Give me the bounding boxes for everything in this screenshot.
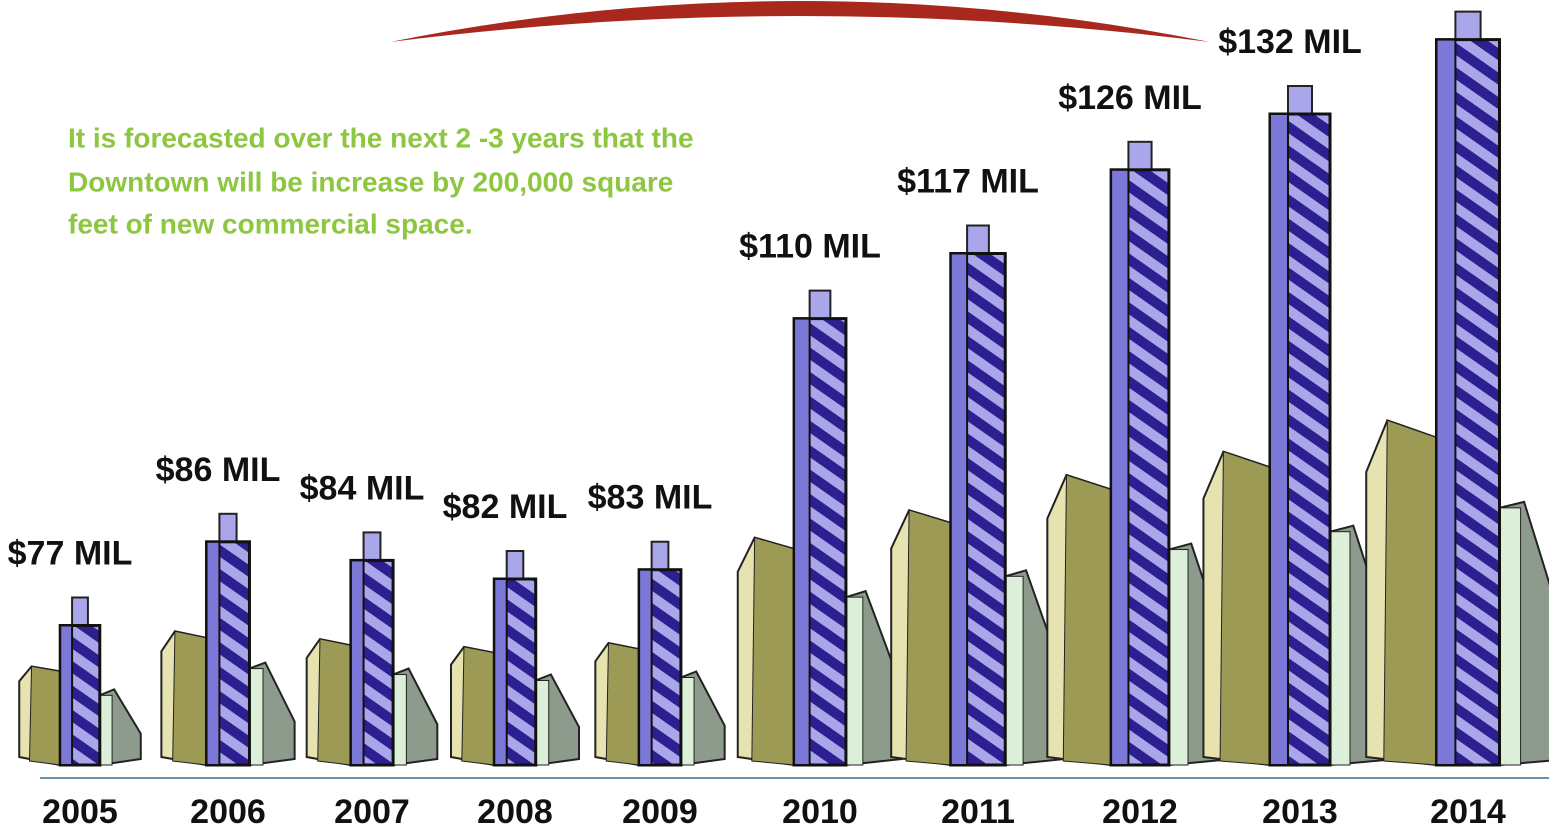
right-building-front: [680, 677, 695, 766]
value-label: $82 MIL: [443, 488, 568, 526]
right-building-front: [99, 694, 113, 766]
value-label: $110 MIL: [739, 228, 881, 266]
tower-side: [59, 624, 74, 766]
right-building-front: [845, 596, 864, 766]
year-label: 2012: [1102, 793, 1178, 831]
left-building-side: [461, 646, 495, 766]
right-building-front: [1004, 575, 1024, 766]
tower-spire: [1454, 10, 1482, 43]
tower-side: [493, 578, 508, 766]
year-label: 2007: [334, 793, 410, 831]
left-building-side: [751, 536, 795, 766]
left-building-side: [1062, 474, 1112, 766]
tower-side: [349, 559, 365, 767]
tower-side: [949, 252, 969, 766]
tower-side: [793, 317, 811, 766]
annotation: feet of new commercial space.: [68, 208, 473, 239]
year-label: 2008: [477, 793, 553, 831]
tower-spire: [650, 540, 670, 573]
tower-spire: [1286, 85, 1314, 117]
left-building-side: [605, 642, 640, 766]
year-label: 2011: [941, 793, 1015, 831]
year-label: 2006: [190, 793, 266, 831]
left-building-side: [905, 509, 952, 766]
year-label: 2013: [1262, 793, 1338, 831]
value-label: $84 MIL: [300, 469, 425, 507]
year-label: 2005: [42, 793, 118, 831]
tower-side: [205, 540, 221, 766]
value-label: $77 MIL: [8, 534, 133, 572]
year-label: 2014: [1430, 793, 1506, 831]
value-label: $117 MIL: [897, 162, 1039, 200]
tower-spire: [71, 596, 89, 629]
tower-side: [1435, 38, 1457, 767]
right-building-front: [1499, 507, 1522, 766]
year-label: 2009: [622, 793, 698, 831]
tower-spire: [505, 550, 525, 582]
tower-spire: [966, 224, 990, 257]
left-building-side: [28, 665, 61, 766]
right-building-front: [248, 668, 264, 766]
left-building-side: [1219, 450, 1271, 766]
annotation: Downtown will be increase by 200,000 squ…: [68, 166, 673, 197]
value-label: $126 MIL: [1058, 79, 1202, 117]
tower-spire: [1127, 140, 1153, 173]
tower-side: [1268, 113, 1289, 766]
tower-spire: [362, 531, 382, 564]
year-label: 2010: [782, 793, 858, 831]
annotation: It is forecasted over the next 2 -3 year…: [68, 122, 694, 153]
right-building-front: [535, 679, 550, 766]
value-label: $86 MIL: [156, 451, 281, 489]
tower-side: [1110, 168, 1130, 767]
left-building-side: [1383, 419, 1437, 766]
tower-side: [638, 568, 653, 767]
left-building-side: [317, 638, 352, 766]
tower-spire: [218, 512, 238, 545]
left-building-side: [172, 630, 208, 766]
decorative-arc: [390, 1, 1210, 42]
value-label: $132 MIL: [1218, 23, 1362, 61]
right-building-front: [1329, 531, 1351, 766]
tower-spire: [808, 289, 832, 322]
right-building-front: [392, 674, 407, 766]
value-label: $83 MIL: [588, 479, 713, 517]
right-building-front: [1168, 549, 1189, 766]
